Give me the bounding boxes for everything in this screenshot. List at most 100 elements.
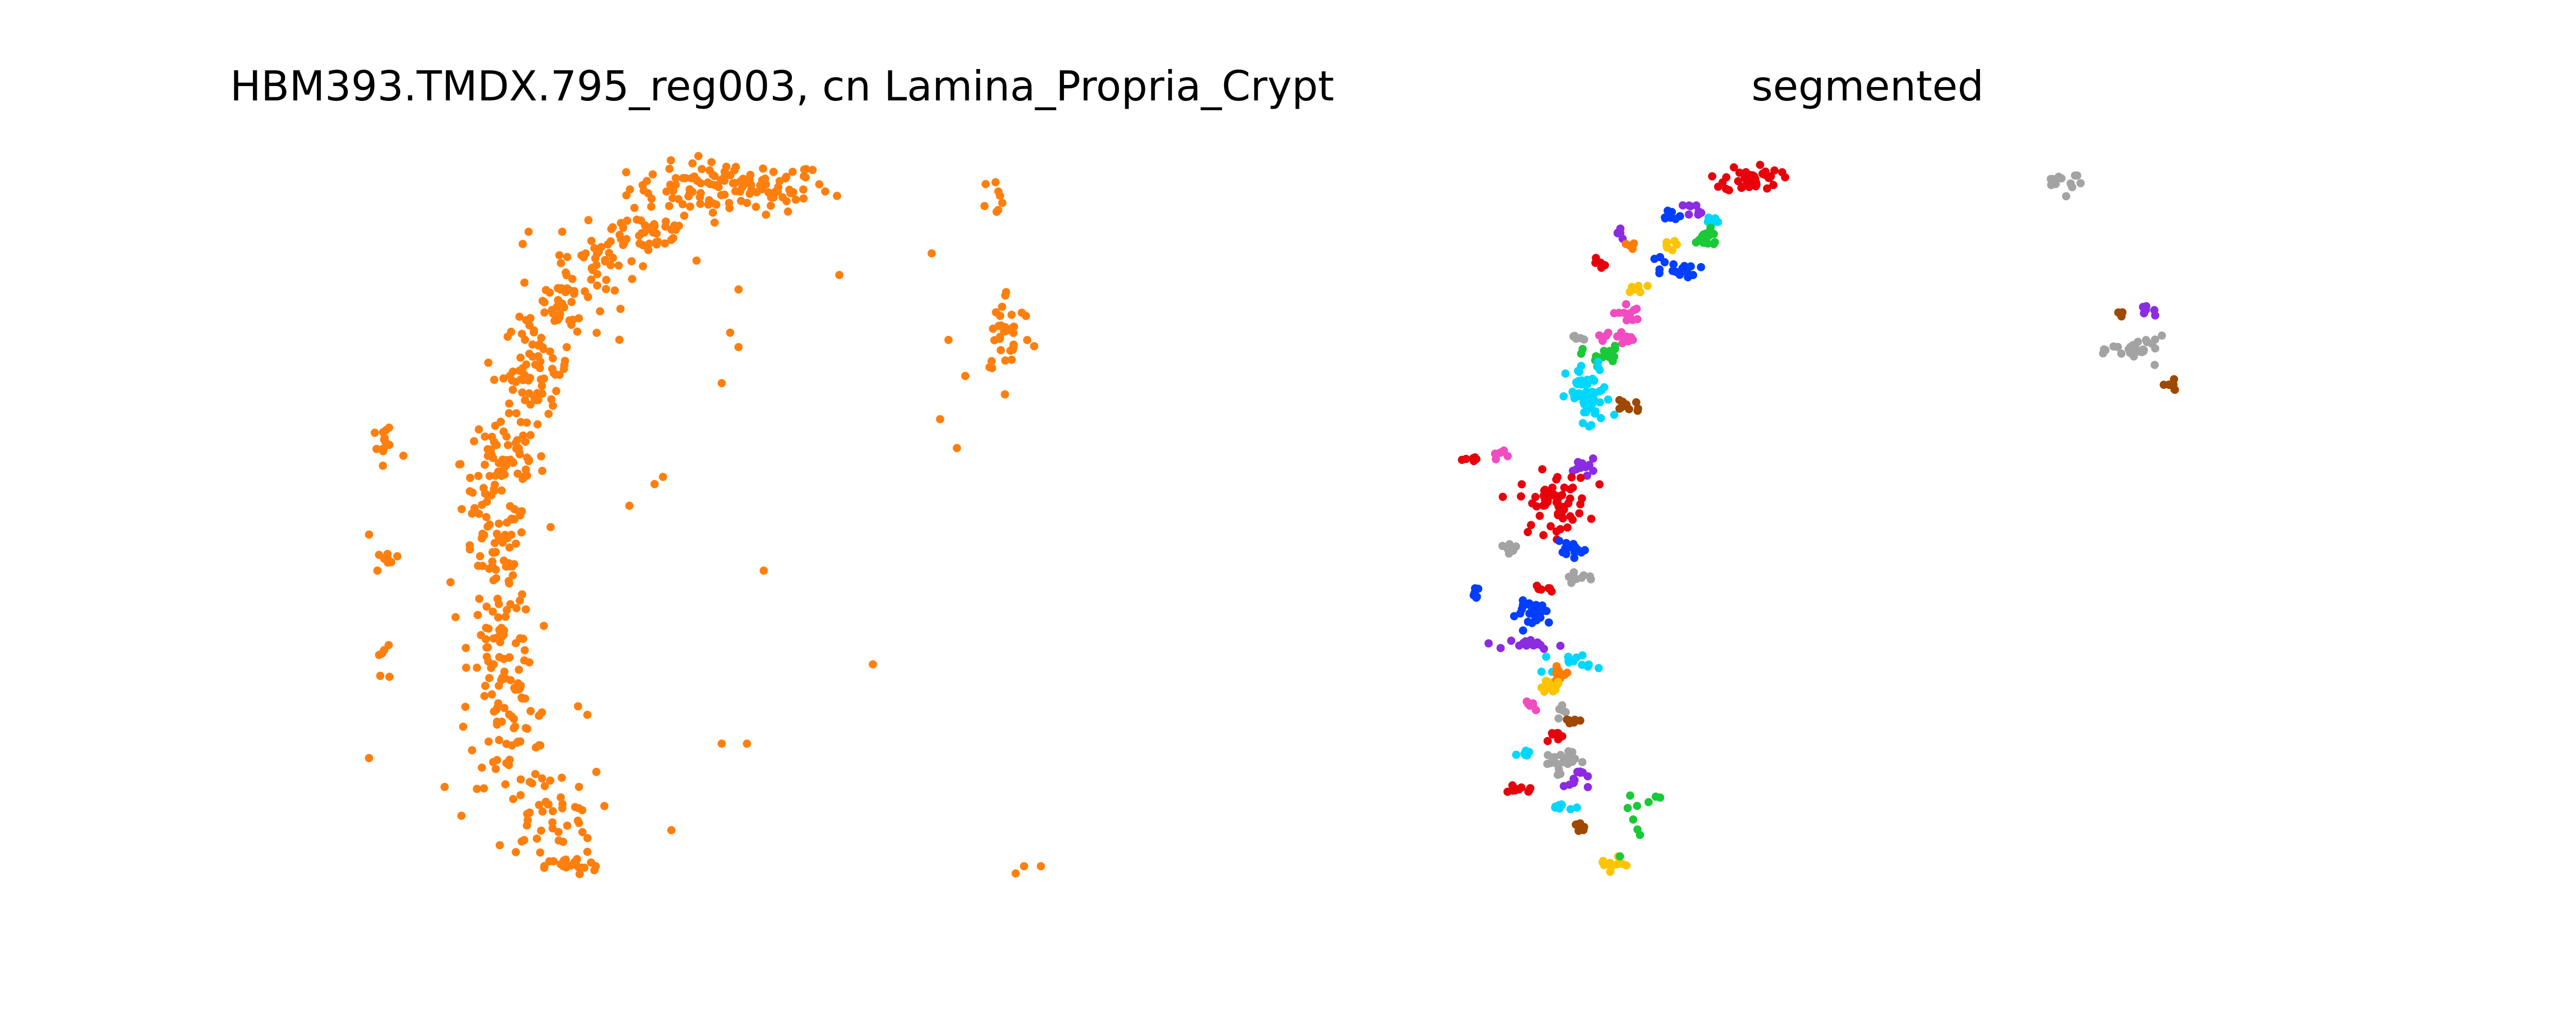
scatter-point [734,285,743,294]
scatter-point [478,501,486,509]
segment-point [1564,657,1573,665]
segment-point [1621,239,1630,248]
scatter-point [833,192,841,200]
scatter-point [601,257,609,266]
segment-point [1589,395,1598,404]
segment-point [1616,224,1625,233]
scatter-point [484,452,492,460]
segment-point [1537,667,1546,676]
scatter-point [548,818,557,827]
segment-point [1552,662,1561,671]
segment-point [1686,262,1695,271]
scatter-point [518,239,527,248]
segment-point [1565,573,1573,581]
scatter-point [501,674,510,683]
segment-point [1552,527,1561,536]
segment-point [1622,300,1631,308]
scatter-point [524,228,533,236]
scatter-point [379,461,387,470]
scatter-point [533,834,541,843]
scatter-point [501,612,510,621]
scatter-point [530,328,538,337]
segment-point [1560,392,1568,401]
scatter-point [516,353,525,362]
segment-point [1545,618,1553,627]
segment-point [1668,267,1677,276]
segment-point [1535,511,1544,520]
scatter-point [538,467,547,475]
scatter-point [619,224,628,232]
scatter-point [499,427,508,436]
scatter-point [477,631,485,640]
segment-point [1586,572,1595,581]
segment-point [1625,287,1634,296]
scatter-point [519,473,528,482]
segment-point [1596,366,1604,374]
segment-point [1528,499,1537,508]
scatter-point [549,401,557,410]
segment-point [1730,163,1738,171]
scatter-point [645,239,654,248]
segment-point [1503,787,1512,796]
segment-point [1517,480,1526,489]
scatter-point [658,473,667,481]
segment-point [1554,765,1563,774]
scatter-point [650,480,659,488]
segment-point [1544,496,1552,505]
segment-point [2168,381,2177,390]
scatter-point [720,173,729,181]
segment-point [1529,701,1537,710]
scatter-point [493,756,501,764]
segment-point [1595,664,1603,673]
segment-point [1577,380,1586,389]
segment-point [1570,554,1579,562]
panel-right-title: segmented [1752,62,1984,110]
scatter-point [473,561,482,570]
scatter-point [781,174,790,183]
segment-point [1597,414,1605,422]
segment-point [1566,494,1574,503]
scatter-point [761,174,769,183]
scatter-point [373,566,382,575]
segment-point [2139,303,2147,311]
scatter-point [581,287,589,296]
scatter-point [1007,311,1016,319]
scatter-point [509,795,518,803]
scatter-point [641,221,649,230]
panel-right-points [1458,161,2179,876]
segment-point [1702,229,1710,238]
scatter-point [387,558,396,566]
segment-point [2117,349,2126,358]
segment-point [1560,782,1568,791]
scatter-point [474,472,483,480]
scatter-point [494,613,502,622]
scatter-point [489,660,498,669]
segment-point [1527,521,1535,529]
scatter-point [537,382,546,390]
scatter-point [998,199,1007,207]
segment-point [1578,660,1586,669]
segment-point [1660,213,1669,222]
scatter-point [639,262,647,270]
scatter-point [523,725,532,733]
scatter-point [540,298,549,306]
segment-point [1630,239,1638,248]
scatter-point [526,707,535,715]
segment-point [1538,465,1547,474]
scatter-point [567,320,575,329]
scatter-point [630,203,639,212]
segment-point [1550,753,1559,762]
scatter-point [603,240,612,249]
segment-point [1711,215,1720,224]
scatter-point [365,754,374,762]
scatter-point [510,714,518,723]
scatter-point [474,425,483,434]
scatter-point [489,707,498,716]
scatter-point [505,654,514,662]
scatter-point [501,530,510,539]
scatter-point [539,622,548,630]
segment-point [1611,341,1619,350]
segment-point [1544,751,1552,760]
scatter-point [546,776,554,785]
segment-point [1498,492,1507,501]
